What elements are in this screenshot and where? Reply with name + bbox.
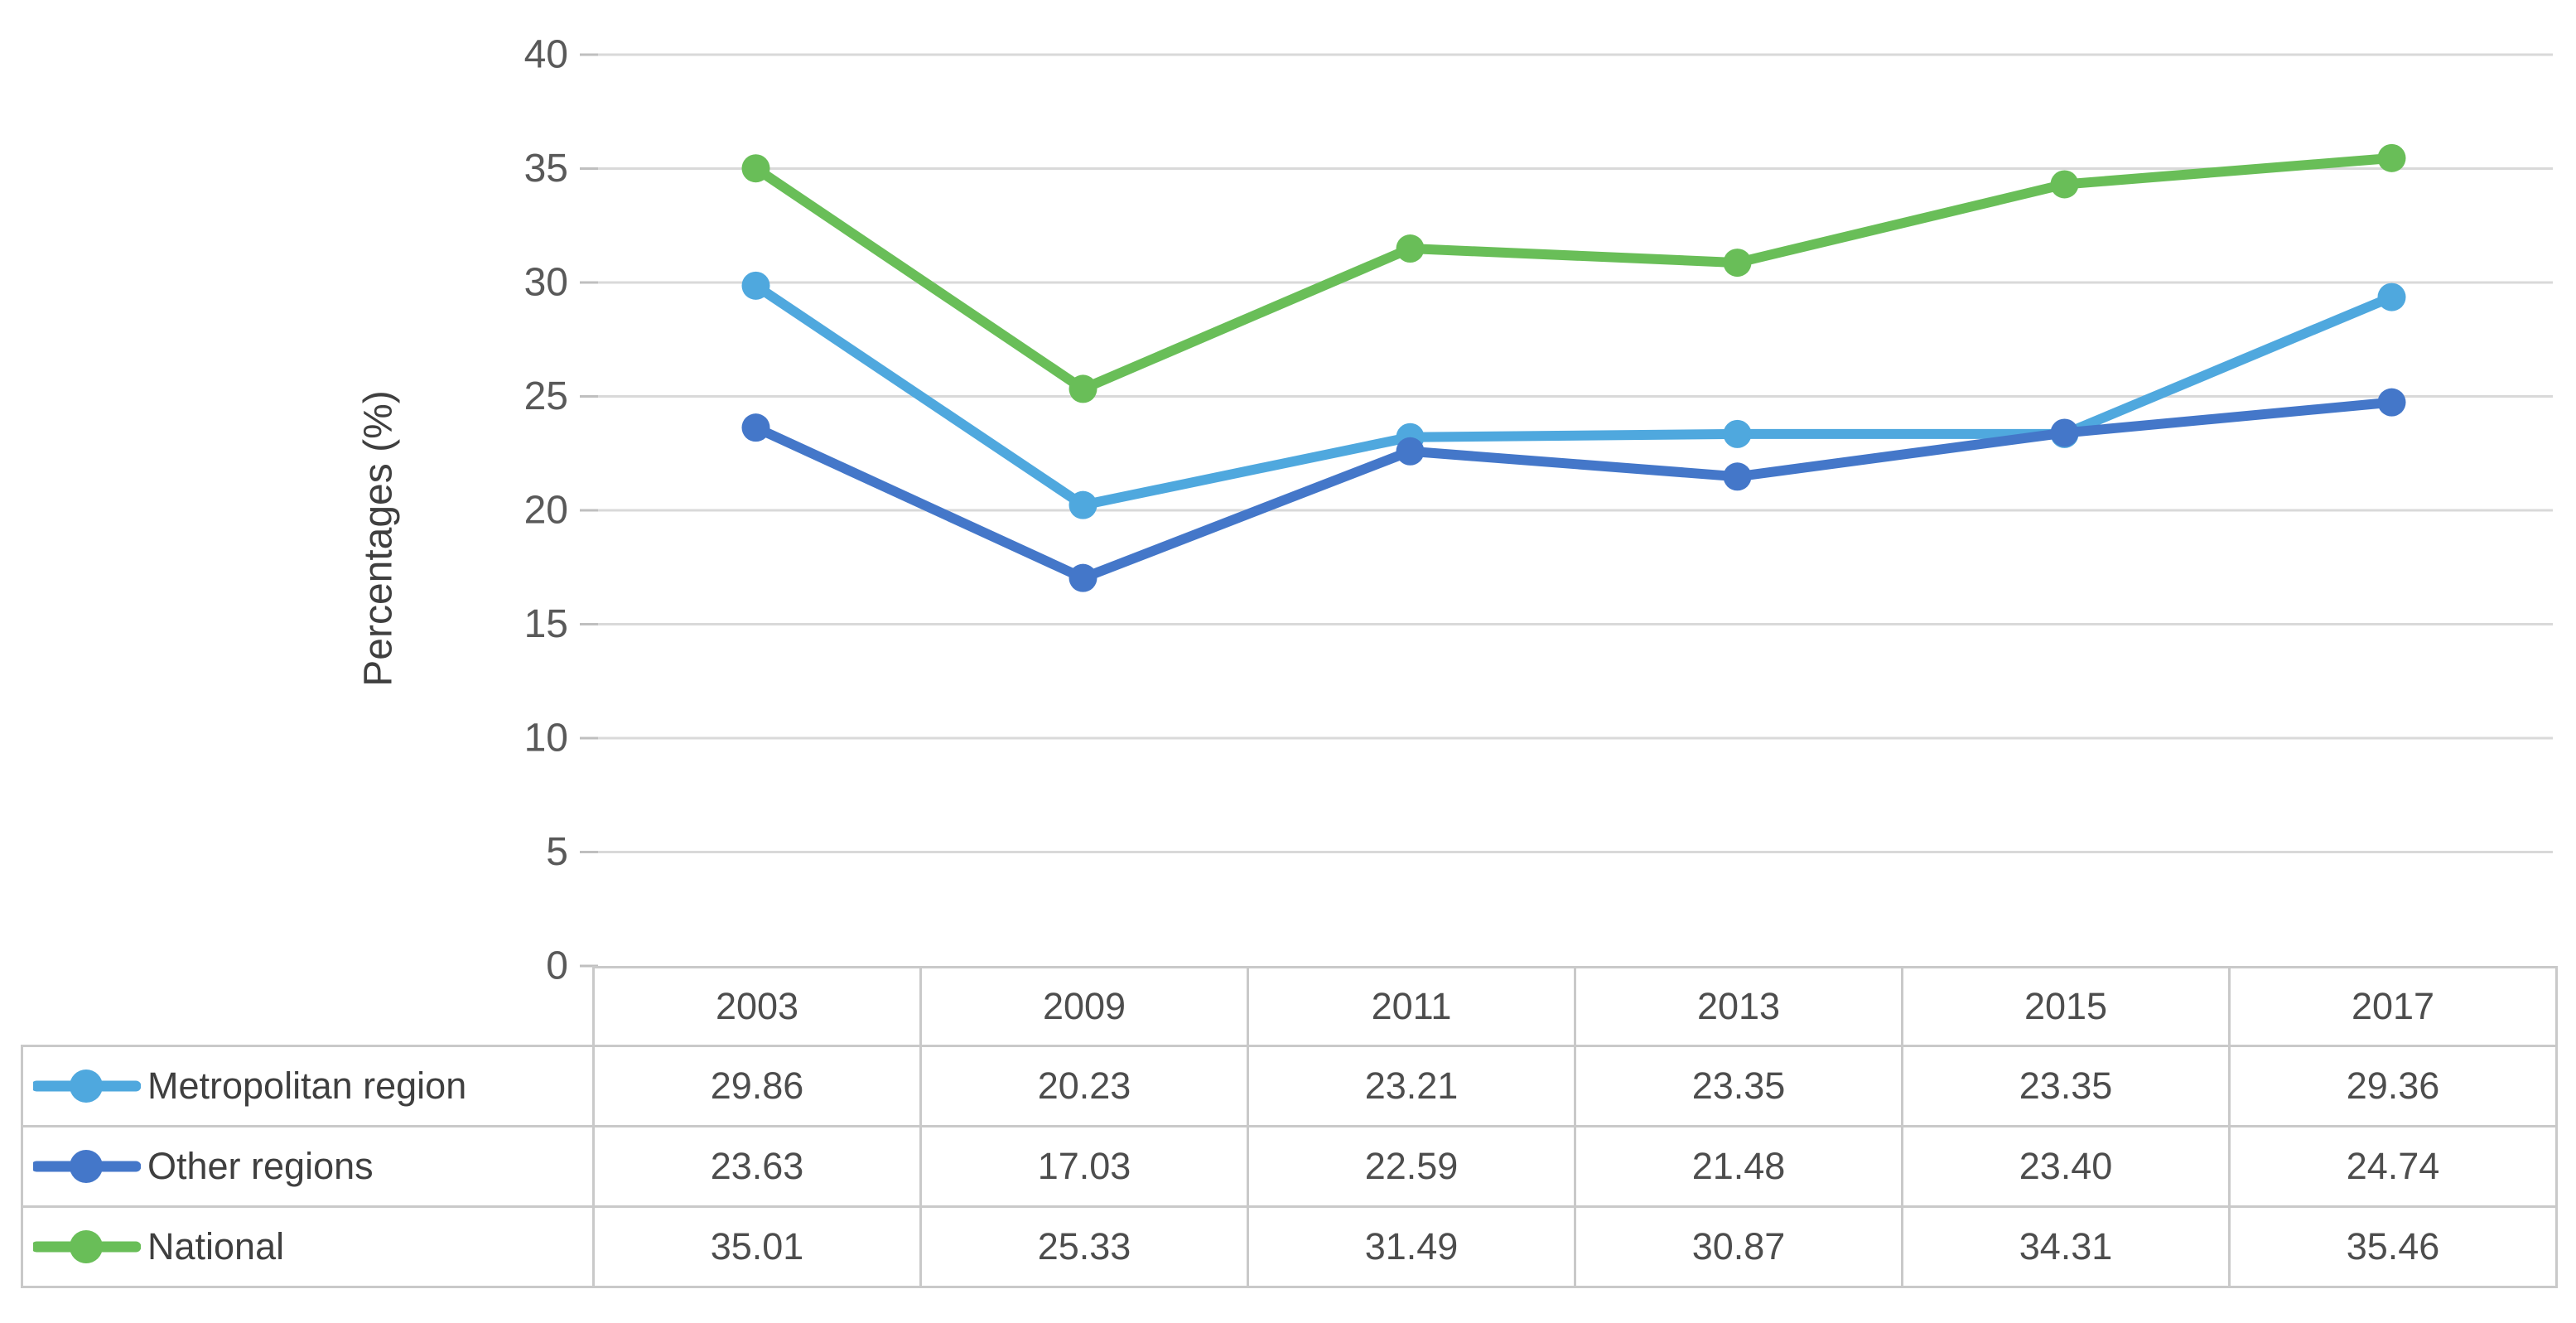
legend-label: National (147, 1225, 285, 1267)
value-cell-2015: 34.31 (1901, 1205, 2231, 1288)
data-point-metropolitan-region-2017 (2377, 282, 2406, 311)
legend-label: Metropolitan region (147, 1065, 467, 1107)
y-tick-label-20: 20 (524, 489, 568, 533)
y-axis-title: Percentages (%) (356, 390, 401, 687)
data-point-national-2013 (1723, 249, 1752, 278)
column-header-2015: 2015 (1901, 966, 2231, 1047)
y-tick-label-0: 0 (546, 944, 568, 988)
y-tick-label-15: 15 (524, 602, 568, 646)
table-row: Other regions 23.63 17.03 22.59 21.48 23.40 24… (21, 1125, 2558, 1208)
legend-label: Other regions (147, 1145, 374, 1187)
legend-marker-icon (33, 1070, 141, 1103)
data-point-other-regions-2015 (2050, 418, 2079, 447)
column-header-2017: 2017 (2228, 966, 2558, 1047)
data-point-metropolitan-region-2013 (1723, 419, 1752, 448)
data-point-other-regions-2013 (1723, 462, 1752, 491)
table-row: National 35.01 25.33 31.49 30.87 34.31 35.46 (21, 1205, 2558, 1288)
column-header-2009: 2009 (919, 966, 1249, 1047)
value-cell-2003: 23.63 (592, 1125, 922, 1208)
value-cell-2017: 29.36 (2228, 1045, 2558, 1127)
value-cell-2003: 29.86 (592, 1045, 922, 1127)
series-line-national (750, 152, 2397, 394)
value-cell-2003: 35.01 (592, 1205, 922, 1288)
series-line-other-regions (750, 397, 2397, 583)
data-point-other-regions-2017 (2377, 388, 2406, 417)
value-cell-2017: 35.46 (2228, 1205, 2558, 1288)
value-cell-2017: 24.74 (2228, 1125, 2558, 1208)
value-cell-2013: 23.35 (1574, 1045, 1903, 1127)
data-point-other-regions-2009 (1069, 563, 1097, 592)
data-point-metropolitan-region-2003 (741, 271, 770, 300)
value-cell-2011: 31.49 (1247, 1205, 1576, 1288)
data-table: 2003 2009 2011 2013 2015 2017 Metropolitan re… (21, 966, 2558, 1288)
legend-marker-icon (33, 1230, 141, 1263)
y-tick-label-30: 30 (524, 261, 568, 305)
legend-cell: Other regions (21, 1125, 595, 1208)
data-point-metropolitan-region-2009 (1069, 490, 1097, 519)
value-cell-2011: 23.21 (1247, 1045, 1576, 1127)
value-cell-2011: 22.59 (1247, 1125, 1576, 1208)
data-point-other-regions-2003 (741, 413, 770, 442)
value-cell-2013: 30.87 (1574, 1205, 1903, 1288)
table-row: Metropolitan region 29.86 20.23 23.21 23.35 2… (21, 1045, 2558, 1127)
value-cell-2009: 20.23 (919, 1045, 1249, 1127)
series-line-metropolitan-region (750, 280, 2397, 510)
data-point-national-2003 (741, 154, 770, 183)
value-cell-2015: 23.35 (1901, 1045, 2231, 1127)
table-corner-cell (22, 968, 594, 1046)
y-tick-label-35: 35 (524, 147, 568, 191)
data-point-national-2011 (1396, 234, 1425, 263)
y-tick-label-10: 10 (524, 717, 568, 760)
y-tick-label-25: 25 (524, 374, 568, 418)
value-cell-2009: 25.33 (919, 1205, 1249, 1288)
value-cell-2013: 21.48 (1574, 1125, 1903, 1208)
value-cell-2015: 23.40 (1901, 1125, 2231, 1208)
data-point-national-2009 (1069, 374, 1097, 403)
legend-marker-icon (33, 1150, 141, 1183)
legend-cell: Metropolitan region (21, 1045, 595, 1127)
value-cell-2009: 17.03 (919, 1125, 1249, 1208)
table-header-row: 2003 2009 2011 2013 2015 2017 (22, 966, 2558, 1047)
y-tick-label-40: 40 (524, 33, 568, 77)
data-point-national-2017 (2377, 143, 2406, 172)
y-tick-label-5: 5 (546, 830, 568, 874)
column-header-2013: 2013 (1574, 966, 1903, 1047)
column-header-2003: 2003 (592, 966, 922, 1047)
column-header-2011: 2011 (1247, 966, 1576, 1047)
legend-cell: National (21, 1205, 595, 1288)
data-point-other-regions-2011 (1396, 437, 1425, 466)
data-point-national-2015 (2050, 170, 2079, 199)
